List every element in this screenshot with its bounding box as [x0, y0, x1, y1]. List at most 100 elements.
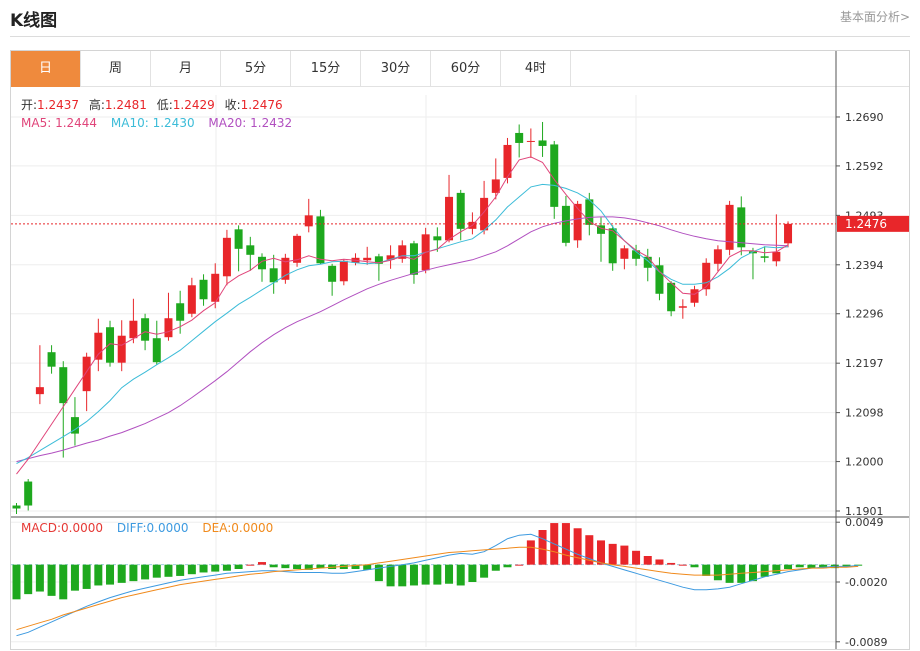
candle-body: [491, 179, 500, 193]
price-tick-label: 1.2394: [845, 259, 884, 272]
tab-60min[interactable]: 60分: [431, 51, 501, 87]
candle-body: [211, 273, 220, 302]
candle-body: [480, 197, 489, 231]
tab-15min[interactable]: 15分: [291, 51, 361, 87]
macd-bar: [597, 540, 605, 565]
macd-bar: [70, 564, 79, 591]
macd-bar: [795, 564, 804, 568]
candle-body: [678, 306, 687, 308]
header-divider: [10, 36, 910, 37]
macd-bar: [12, 564, 21, 600]
candle-body: [561, 205, 570, 243]
candle-body: [59, 367, 68, 404]
macd-bar: [117, 564, 126, 583]
macd-bar: [386, 564, 395, 587]
tab-week[interactable]: 周: [81, 51, 151, 87]
kline-chart[interactable]: 1.26901.25921.24931.23941.22961.21971.20…: [11, 51, 909, 649]
macd-bar: [702, 564, 711, 576]
candle-body: [386, 255, 395, 260]
macd-bar: [409, 564, 418, 586]
macd-bar: [281, 564, 290, 569]
ma-readout: MA5: 1.2444 MA10: 1.2430 MA20: 1.2432: [21, 116, 292, 130]
price-tick-label: 1.2690: [845, 111, 884, 124]
tab-5min[interactable]: 5分: [221, 51, 291, 87]
tab-30min[interactable]: 30分: [361, 51, 431, 87]
macd-bar: [491, 564, 500, 571]
macd-bar: [784, 564, 793, 569]
macd-bar: [515, 564, 524, 566]
candle-body: [24, 481, 33, 506]
candle-body: [94, 332, 103, 360]
macd-bar: [257, 562, 266, 565]
macd-bar: [304, 564, 313, 570]
tab-day[interactable]: 日: [11, 51, 81, 87]
candle-body: [257, 256, 266, 270]
kline-chart-panel: 日 周 月 5分 15分 30分 60分 4时 1.2690 1.2592 1.24…: [10, 50, 910, 650]
macd-bar: [632, 550, 641, 565]
ma20-line: [16, 216, 789, 463]
macd-histogram: [11, 523, 863, 600]
macd-bar: [293, 564, 302, 569]
candle-body: [737, 207, 746, 248]
macd-bar: [760, 564, 769, 577]
candle-body: [374, 256, 383, 264]
price-tick-label: 1.2592: [845, 160, 884, 173]
macd-bar: [246, 564, 255, 566]
price-tick-label: 1.1901: [845, 505, 884, 518]
candle-body: [129, 320, 138, 339]
diff-line: [16, 533, 859, 637]
candle-body: [82, 356, 91, 392]
fundamental-analysis-link[interactable]: 基本面分析>: [839, 10, 910, 24]
macd-tick-label: -0.0089: [845, 636, 887, 649]
tab-4hour[interactable]: 4时: [501, 51, 571, 87]
candle-body: [538, 140, 547, 146]
ohlc-readout: 开:1.2437 高:1.2481 低:1.2429 收:1.2476: [21, 97, 283, 112]
candle-body: [70, 417, 79, 434]
candle-body: [293, 235, 302, 263]
macd-bar: [199, 564, 208, 573]
candle-body: [550, 144, 559, 207]
macd-bar: [573, 528, 582, 565]
last-price-label: 1.2476: [845, 217, 887, 231]
candle-body: [632, 250, 641, 259]
candle-body: [690, 289, 699, 303]
macd-bar: [129, 564, 138, 582]
macd-tick-label: 0.0049: [845, 516, 884, 529]
candle-body: [141, 318, 150, 341]
candle-body: [608, 228, 617, 264]
period-tabs: 日 周 月 5分 15分 30分 60分 4时: [11, 51, 909, 87]
candle-body: [772, 251, 781, 262]
tab-month[interactable]: 月: [151, 51, 221, 87]
candle-body: [152, 338, 161, 363]
candle-body: [176, 303, 185, 321]
candle-body: [597, 225, 605, 234]
price-tick-label: 1.2296: [845, 308, 884, 321]
candle-body: [222, 237, 231, 277]
macd-bar: [819, 564, 828, 569]
candle-body: [433, 236, 442, 241]
price-tick-label: 1.2197: [845, 357, 884, 370]
candle-body: [187, 285, 196, 314]
candle-body: [456, 192, 465, 229]
macd-bar: [164, 564, 173, 577]
macd-bar: [351, 564, 360, 569]
macd-bar: [421, 564, 430, 585]
candle-body: [760, 256, 769, 258]
macd-bar: [433, 564, 442, 585]
page-header: K线图 基本面分析>: [0, 0, 920, 36]
macd-bar: [47, 564, 56, 596]
macd-bar: [187, 564, 196, 575]
macd-bar: [316, 564, 325, 569]
candle-body: [199, 279, 208, 300]
macd-bar: [141, 564, 150, 580]
candle-body: [573, 203, 582, 241]
macd-bar: [667, 562, 676, 565]
candle-body: [526, 140, 535, 142]
macd-bar: [468, 564, 477, 582]
candle-body: [503, 144, 512, 178]
candle-body: [328, 265, 337, 282]
candle-body: [363, 257, 372, 261]
macd-lines: [16, 533, 859, 637]
candle-body: [35, 387, 44, 395]
candle-body: [702, 262, 711, 290]
